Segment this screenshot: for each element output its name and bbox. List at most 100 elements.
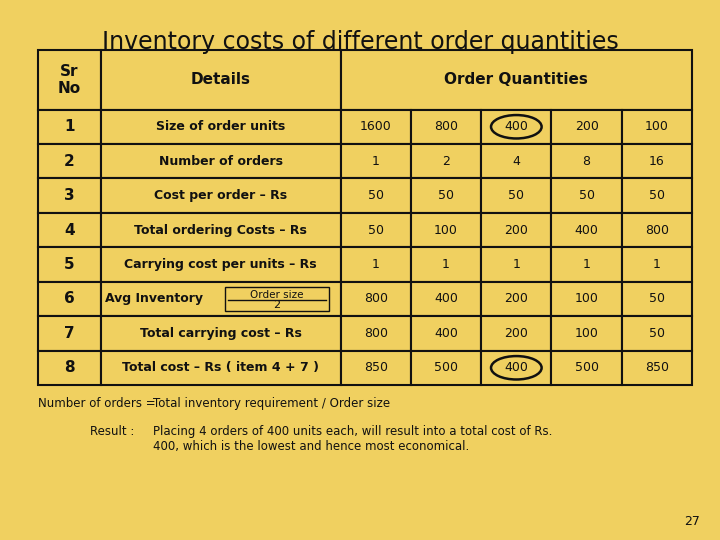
- Text: 1600: 1600: [360, 120, 392, 133]
- Bar: [38, 282, 101, 316]
- Text: Carrying cost per units – Rs: Carrying cost per units – Rs: [125, 258, 317, 271]
- Text: 800: 800: [434, 120, 458, 133]
- Bar: [481, 110, 552, 144]
- Text: 4: 4: [513, 154, 521, 168]
- Text: 1: 1: [442, 258, 450, 271]
- Bar: [552, 282, 622, 316]
- Bar: [38, 213, 101, 247]
- Text: 200: 200: [505, 327, 528, 340]
- Text: 50: 50: [649, 189, 665, 202]
- Bar: [622, 282, 692, 316]
- Bar: [225, 287, 328, 312]
- Text: Size of order units: Size of order units: [156, 120, 285, 133]
- Text: 4: 4: [64, 222, 75, 238]
- Bar: [101, 316, 341, 350]
- Text: 800: 800: [645, 224, 669, 237]
- Bar: [411, 247, 481, 282]
- Bar: [481, 178, 552, 213]
- Bar: [38, 178, 101, 213]
- Bar: [341, 213, 411, 247]
- Text: 400: 400: [575, 224, 598, 237]
- Bar: [622, 247, 692, 282]
- Text: 400: 400: [505, 120, 528, 133]
- Bar: [101, 178, 341, 213]
- Text: Placing 4 orders of 400 units each, will result into a total cost of Rs.
400, wh: Placing 4 orders of 400 units each, will…: [153, 425, 552, 453]
- Text: 100: 100: [434, 224, 458, 237]
- Text: 2: 2: [274, 300, 281, 310]
- Bar: [341, 350, 411, 385]
- Bar: [101, 50, 341, 110]
- Text: 100: 100: [575, 293, 598, 306]
- Bar: [622, 178, 692, 213]
- Text: 200: 200: [505, 224, 528, 237]
- Bar: [552, 110, 622, 144]
- Bar: [622, 110, 692, 144]
- Text: Number of orders =: Number of orders =: [38, 397, 156, 410]
- Text: Result :: Result :: [90, 425, 135, 438]
- Bar: [38, 110, 101, 144]
- Text: 7: 7: [64, 326, 75, 341]
- Bar: [38, 247, 101, 282]
- Bar: [481, 213, 552, 247]
- Text: Total inventory requirement / Order size: Total inventory requirement / Order size: [153, 397, 390, 410]
- Text: 50: 50: [579, 189, 595, 202]
- Text: 400: 400: [505, 361, 528, 374]
- Bar: [341, 178, 411, 213]
- Bar: [622, 350, 692, 385]
- Text: 8: 8: [582, 154, 590, 168]
- Text: 400: 400: [434, 293, 458, 306]
- Bar: [101, 350, 341, 385]
- Text: 1: 1: [582, 258, 590, 271]
- Text: Details: Details: [191, 72, 251, 87]
- Text: 800: 800: [364, 327, 388, 340]
- Bar: [481, 282, 552, 316]
- Bar: [341, 144, 411, 178]
- Bar: [101, 144, 341, 178]
- Bar: [101, 282, 341, 316]
- Text: 50: 50: [368, 224, 384, 237]
- Bar: [411, 110, 481, 144]
- Bar: [622, 316, 692, 350]
- Text: 16: 16: [649, 154, 665, 168]
- Text: 50: 50: [649, 293, 665, 306]
- Text: 400: 400: [434, 327, 458, 340]
- Text: 850: 850: [645, 361, 669, 374]
- Bar: [341, 282, 411, 316]
- Text: 50: 50: [508, 189, 524, 202]
- Bar: [101, 213, 341, 247]
- Bar: [411, 316, 481, 350]
- Bar: [411, 282, 481, 316]
- Text: Total carrying cost – Rs: Total carrying cost – Rs: [140, 327, 302, 340]
- Bar: [481, 350, 552, 385]
- Text: 1: 1: [513, 258, 521, 271]
- Bar: [101, 247, 341, 282]
- Bar: [411, 213, 481, 247]
- Bar: [552, 350, 622, 385]
- Text: 27: 27: [684, 515, 700, 528]
- Bar: [481, 247, 552, 282]
- Bar: [101, 110, 341, 144]
- Bar: [622, 144, 692, 178]
- Text: 200: 200: [575, 120, 598, 133]
- Bar: [481, 144, 552, 178]
- Bar: [481, 316, 552, 350]
- Text: 8: 8: [64, 360, 75, 375]
- Text: 50: 50: [649, 327, 665, 340]
- Text: 3: 3: [64, 188, 75, 203]
- Bar: [552, 247, 622, 282]
- Bar: [341, 110, 411, 144]
- Bar: [411, 178, 481, 213]
- Text: Total ordering Costs – Rs: Total ordering Costs – Rs: [134, 224, 307, 237]
- Text: 100: 100: [575, 327, 598, 340]
- Text: 5: 5: [64, 257, 75, 272]
- Text: 500: 500: [434, 361, 458, 374]
- Bar: [411, 350, 481, 385]
- Text: 800: 800: [364, 293, 388, 306]
- Bar: [622, 213, 692, 247]
- Text: Order size: Order size: [251, 291, 304, 300]
- Text: 2: 2: [64, 154, 75, 168]
- Bar: [341, 247, 411, 282]
- Text: Cost per order – Rs: Cost per order – Rs: [154, 189, 287, 202]
- Text: 500: 500: [575, 361, 598, 374]
- Bar: [552, 144, 622, 178]
